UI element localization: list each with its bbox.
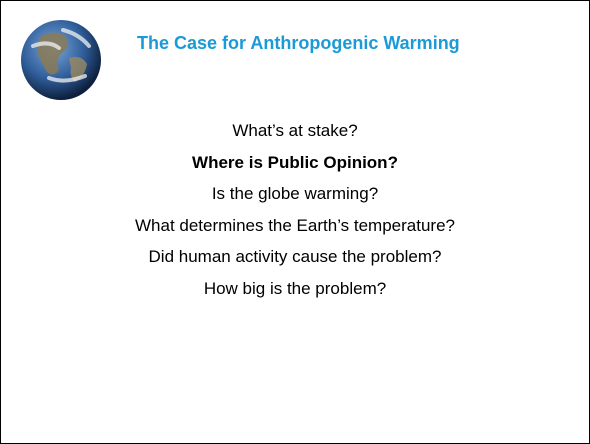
agenda-item: What determines the Earth’s temperature? bbox=[134, 215, 455, 235]
agenda-item: Where is Public Opinion? bbox=[192, 152, 398, 172]
agenda-item: Did human activity cause the problem? bbox=[148, 247, 442, 266]
agenda-item: How big is the problem? bbox=[203, 278, 387, 298]
agenda-list: What’s at stake? Where is Public Opinion?… bbox=[1, 119, 589, 308]
agenda-item: Is the globe warming? bbox=[211, 184, 379, 203]
globe-icon bbox=[21, 20, 101, 100]
agenda-item: What’s at stake? bbox=[232, 121, 358, 140]
slide-title: The Case for Anthropogenic Warming bbox=[137, 33, 460, 53]
